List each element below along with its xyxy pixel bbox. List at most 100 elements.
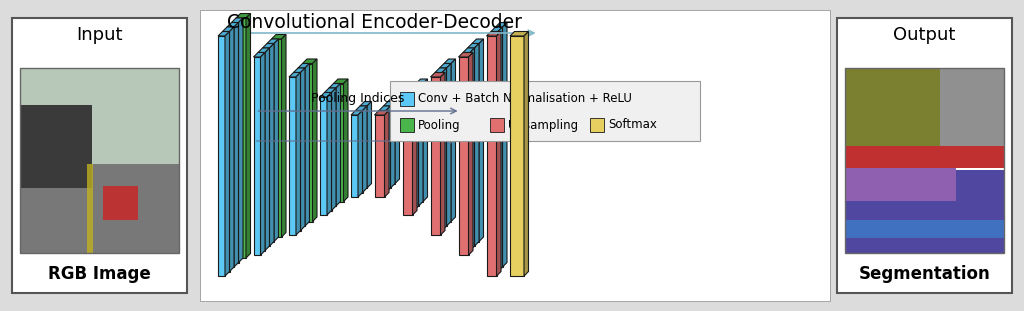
Polygon shape — [379, 110, 386, 193]
Polygon shape — [479, 39, 483, 242]
Polygon shape — [254, 53, 265, 57]
Polygon shape — [451, 59, 456, 221]
Polygon shape — [384, 110, 389, 197]
Polygon shape — [412, 88, 419, 206]
Text: Convolutional Encoder-Decoder: Convolutional Encoder-Decoder — [227, 13, 522, 32]
Polygon shape — [469, 53, 473, 255]
Polygon shape — [440, 72, 445, 235]
Polygon shape — [305, 63, 309, 226]
Bar — [845, 170, 1004, 253]
Polygon shape — [423, 79, 427, 202]
Polygon shape — [343, 79, 348, 202]
Polygon shape — [319, 92, 332, 97]
Polygon shape — [463, 48, 474, 53]
Polygon shape — [325, 88, 336, 92]
Polygon shape — [327, 92, 332, 215]
Polygon shape — [367, 101, 372, 188]
Bar — [20, 68, 179, 253]
Polygon shape — [416, 79, 427, 83]
Polygon shape — [419, 83, 423, 206]
Polygon shape — [236, 18, 246, 258]
Polygon shape — [218, 36, 225, 276]
Polygon shape — [298, 63, 309, 68]
Polygon shape — [503, 22, 507, 267]
Bar — [20, 164, 179, 253]
Polygon shape — [395, 97, 399, 183]
Bar — [940, 68, 1004, 151]
Polygon shape — [289, 77, 296, 235]
Polygon shape — [486, 31, 501, 36]
Polygon shape — [274, 39, 279, 242]
Polygon shape — [510, 31, 528, 36]
Bar — [400, 118, 414, 132]
Polygon shape — [468, 48, 474, 246]
Polygon shape — [296, 72, 300, 235]
Polygon shape — [239, 18, 243, 262]
Polygon shape — [435, 68, 446, 72]
Bar — [87, 164, 93, 253]
Polygon shape — [490, 27, 503, 31]
Text: RGB Image: RGB Image — [48, 265, 151, 283]
Polygon shape — [329, 83, 341, 88]
Bar — [845, 151, 956, 201]
Text: Pooling Indices: Pooling Indices — [311, 92, 404, 105]
Polygon shape — [435, 72, 442, 230]
Polygon shape — [498, 27, 503, 272]
Polygon shape — [463, 53, 470, 250]
Polygon shape — [362, 106, 367, 193]
Polygon shape — [234, 22, 239, 267]
Polygon shape — [300, 68, 305, 230]
Polygon shape — [407, 92, 414, 211]
Polygon shape — [439, 68, 446, 226]
Polygon shape — [375, 110, 389, 115]
Polygon shape — [413, 92, 417, 215]
Polygon shape — [231, 18, 243, 22]
Polygon shape — [439, 63, 451, 68]
Polygon shape — [430, 72, 445, 77]
Polygon shape — [332, 88, 336, 211]
Bar — [102, 186, 137, 220]
Polygon shape — [231, 22, 239, 262]
Polygon shape — [388, 101, 395, 183]
Polygon shape — [388, 97, 399, 101]
Polygon shape — [258, 48, 269, 53]
Polygon shape — [262, 44, 274, 48]
Bar — [20, 105, 91, 188]
Polygon shape — [319, 97, 327, 215]
Polygon shape — [472, 44, 479, 242]
Bar — [200, 10, 830, 301]
Bar — [845, 68, 1004, 253]
Polygon shape — [468, 44, 479, 48]
Polygon shape — [334, 79, 348, 83]
Bar — [845, 146, 1004, 168]
Polygon shape — [360, 106, 367, 188]
Polygon shape — [407, 88, 419, 92]
Polygon shape — [459, 57, 469, 255]
Polygon shape — [384, 106, 390, 188]
Polygon shape — [229, 27, 234, 272]
Polygon shape — [329, 88, 336, 206]
Polygon shape — [414, 88, 419, 211]
Bar — [837, 18, 1012, 293]
Polygon shape — [375, 115, 384, 197]
Polygon shape — [222, 31, 229, 272]
Polygon shape — [496, 27, 503, 267]
Polygon shape — [336, 83, 341, 206]
Polygon shape — [267, 44, 274, 242]
Bar — [20, 68, 179, 164]
Text: Output: Output — [893, 26, 955, 44]
Polygon shape — [430, 77, 440, 235]
Polygon shape — [227, 22, 239, 27]
Polygon shape — [384, 101, 395, 106]
Polygon shape — [225, 31, 229, 276]
Polygon shape — [218, 31, 229, 36]
Polygon shape — [379, 106, 390, 110]
Polygon shape — [227, 27, 234, 267]
Polygon shape — [446, 63, 451, 226]
Polygon shape — [246, 13, 251, 258]
Polygon shape — [294, 72, 300, 230]
Polygon shape — [302, 59, 317, 63]
Polygon shape — [289, 72, 300, 77]
Polygon shape — [444, 63, 451, 221]
Polygon shape — [351, 115, 358, 197]
